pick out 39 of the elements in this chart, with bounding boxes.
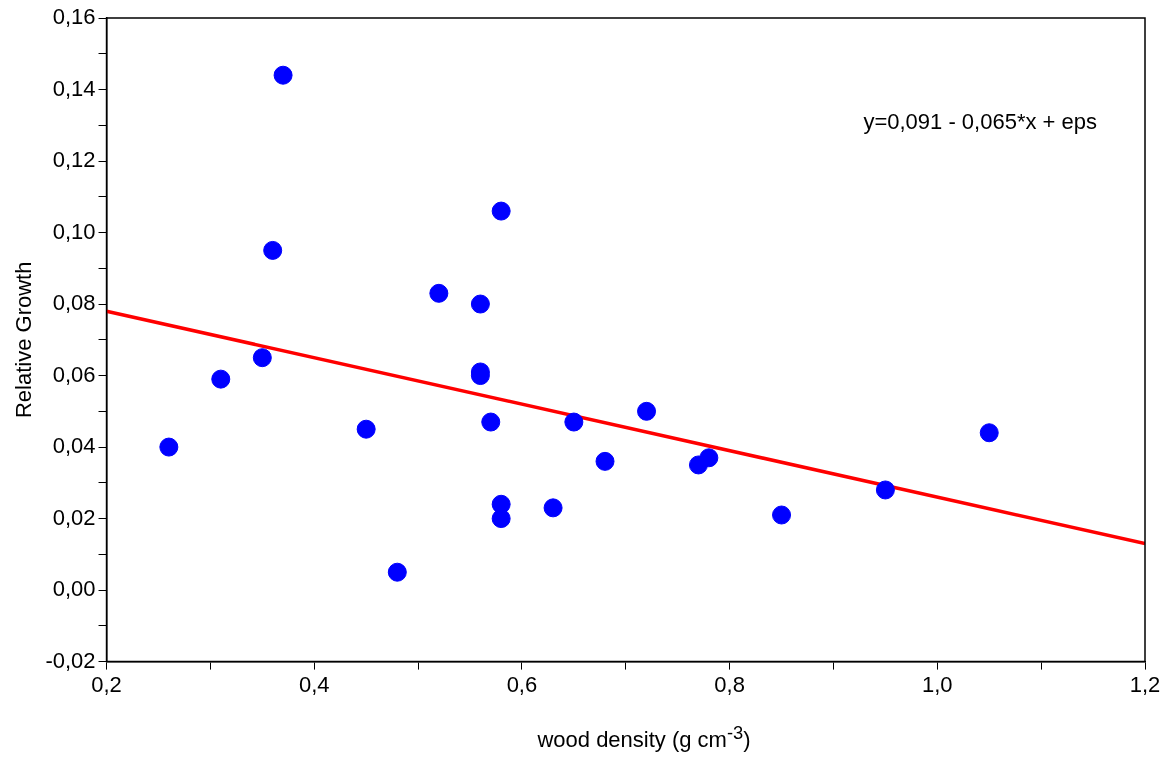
y-tick-label: 0,08	[52, 290, 96, 316]
point	[252, 348, 272, 368]
x-tick-label: 0,2	[91, 671, 122, 697]
y-tick-label: 0,04	[52, 433, 96, 459]
point	[979, 423, 999, 443]
point	[875, 480, 895, 500]
point	[481, 412, 501, 432]
y-tick-label: 0,02	[52, 504, 96, 530]
annotation: y=0,091 - 0,065*x + eps	[863, 109, 1097, 135]
point	[564, 412, 584, 432]
x-tick-label: 1,2	[1129, 671, 1161, 697]
y-tick-label: 0,00	[52, 576, 96, 602]
y-tick-label: 0,06	[52, 361, 96, 387]
point	[491, 201, 511, 221]
point	[470, 294, 490, 314]
point	[159, 437, 179, 457]
x-axis-title: wood density (g cm$^{-3}$)	[536, 722, 752, 754]
point	[772, 505, 792, 525]
y-tick-label: 0,10	[52, 218, 96, 244]
y-tick-label: 0,16	[52, 4, 96, 30]
point	[356, 419, 376, 439]
point	[387, 562, 407, 582]
point	[637, 401, 657, 421]
point	[491, 509, 511, 529]
y-tick-label: 0,14	[52, 75, 96, 101]
x-tick-label: 0,6	[506, 671, 538, 697]
y-tick-label: -0,02	[45, 647, 96, 673]
point	[595, 451, 615, 471]
y-axis-title: Relative Growth	[11, 261, 37, 419]
x-tick-label: 1,0	[922, 671, 953, 697]
x-tick-label: 0,8	[714, 671, 745, 697]
point	[263, 240, 283, 260]
x-tick-label: 0,4	[298, 671, 330, 697]
point	[211, 369, 231, 389]
point	[543, 498, 563, 518]
point	[699, 448, 719, 468]
point	[273, 65, 293, 85]
y-tick-label: 0,12	[52, 147, 96, 173]
point	[429, 283, 449, 303]
